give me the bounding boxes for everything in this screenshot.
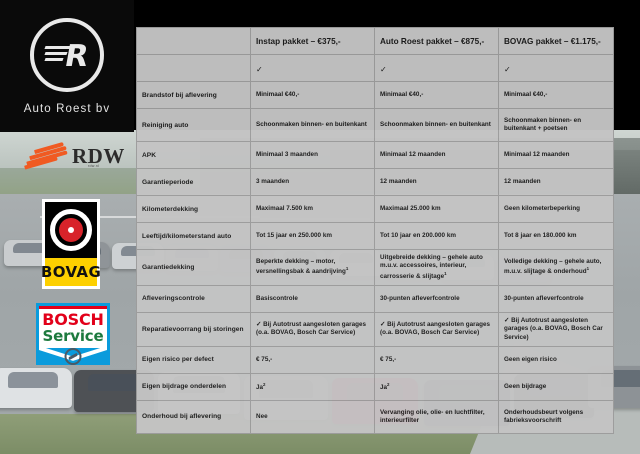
row-value-col2: Maximaal 25.000 km (374, 195, 499, 223)
table-row: APK Minimaal 3 maanden Minimaal 12 maanden… (136, 141, 614, 169)
row-value-col3: Tot 8 jaar en 180.000 km (498, 222, 614, 250)
row-value-col2: 12 maanden (374, 168, 499, 196)
row-label: Afleveringscontrole (136, 284, 251, 313)
row-label: Garantieperiode (136, 168, 251, 196)
row-value-col3: ✓ Bij Autotrust aangesloten garages (o.a… (498, 311, 614, 347)
row-value-col1: ✓ (250, 54, 375, 82)
row-value-col3: ✓ (498, 54, 614, 82)
row-value-col1: 3 maanden (250, 168, 375, 196)
bovag-logo: BOVAG (41, 199, 101, 289)
row-label: Leeftijd/kilometerstand auto (136, 222, 251, 250)
header-cell-instap: Instap pakket – €375,- (250, 27, 375, 55)
brand-name: Auto Roest bv (23, 102, 111, 115)
row-value-col1: Beperkte dekking – motor, versnellingsba… (250, 249, 375, 286)
row-value-col2: Uitgebreide dekking – gehele auto m.u.v.… (374, 249, 499, 286)
row-value-col1: Tot 15 jaar en 250.000 km (250, 222, 375, 250)
row-label (136, 54, 251, 82)
header-row: Instap pakket – €375,- Auto Roest pakket… (136, 27, 614, 55)
table-row: Eigen risico per defect € 75,- € 75,- Geen … (136, 345, 614, 374)
footnote-marker: 1 (345, 266, 349, 272)
row-label: Brandstof bij aflevering (136, 81, 251, 109)
package-comparison-table: Instap pakket – €375,- Auto Roest pakket… (136, 27, 614, 434)
footnote-marker: 1 (586, 266, 590, 272)
bosch-service-logo: BOSCH Service (36, 303, 110, 365)
row-value-col3: Geen eigen risico (498, 345, 614, 374)
table-row: Brandstof bij aflevering Minimaal €40,- Mi… (136, 81, 614, 109)
table-row: Reiniging auto Schoonmaken binnen- en bui… (136, 108, 614, 142)
row-value-col1: € 75,- (250, 345, 375, 374)
row-value-col1: Minimaal €40,- (250, 81, 375, 109)
table-header: Instap pakket – €375,- Auto Roest pakket… (136, 27, 614, 55)
row-value-col1: Minimaal 3 maanden (250, 141, 375, 169)
row-value-col1: Ja2 (250, 372, 375, 401)
table-row: Leeftijd/kilometerstand auto Tot 15 jaar … (136, 222, 614, 250)
footnote-marker: 1 (444, 270, 447, 276)
table-row: Eigen bijdrage onderdelen Ja2 Ja2 Geen bijd… (136, 372, 614, 401)
rdw-feather-icon (24, 141, 68, 170)
footnote-marker: 2 (387, 381, 390, 387)
row-value-col3: 30-punten afleverfcontrole (498, 284, 614, 313)
row-value-col3: Schoonmaken binnen- en buitenkant + poet… (498, 108, 614, 142)
header-cell-bovag: BOVAG pakket – €1.175,- (498, 27, 614, 55)
bosch-wordmark: BOSCH (42, 310, 104, 329)
row-value-col2: Schoonmaken binnen- en buitenkant (374, 108, 499, 142)
row-value-col2: Minimaal €40,- (374, 81, 499, 109)
row-value-col2: € 75,- (374, 345, 499, 374)
auto-roest-logo-icon: R (30, 17, 104, 92)
header-cell-autoroest: Auto Roest pakket – €875,- (374, 27, 499, 55)
table-row: Onderhoud bij aflevering Nee Vervanging ol… (136, 399, 614, 434)
row-label: Reparatievoorrang bij storingen (136, 311, 251, 347)
check-icon: ✓ (380, 65, 387, 74)
row-value-col3: Geen kilometerbeperking (498, 195, 614, 223)
row-value-col2: Minimaal 12 maanden (374, 141, 499, 169)
package-comparison-table-wrapper: Instap pakket – €375,- Auto Roest pakket… (136, 27, 614, 434)
table-row: Garantiedekking Beperkte dekking – motor,… (136, 249, 614, 286)
row-value-col2: 30-punten afleverfcontrole (374, 284, 499, 313)
row-value-col3: Minimaal 12 maanden (498, 141, 614, 169)
row-value-col2: ✓ Bij Autotrust aangesloten garages (o.a… (374, 311, 499, 347)
row-label: Garantiedekking (136, 249, 251, 286)
bosch-service-word: Service (42, 327, 104, 345)
table-row: Afleveringscontrole Basiscontrole 30-punte… (136, 284, 614, 313)
header-cell-blank (136, 27, 251, 55)
table-row: Reparatievoorrang bij storingen ✓ Bij Aut… (136, 311, 614, 347)
check-icon: ✓ (504, 65, 511, 74)
row-label: APK (136, 141, 251, 169)
row-label: Reiniging auto (136, 108, 251, 142)
rdw-subtext: rdw.nl (88, 164, 100, 168)
row-value-col3: Geen bijdrage (498, 372, 614, 401)
row-label: Eigen bijdrage onderdelen (136, 372, 251, 401)
row-value-col1: Basiscontrole (250, 284, 375, 313)
row-value-col3: Onderhoudsbeurt volgens fabrieksvoorschr… (498, 399, 614, 434)
check-icon: ✓ (256, 65, 263, 74)
row-value-col3: Volledige dekking – gehele auto, m.u.v. … (498, 249, 614, 286)
table-body: ✓ ✓ ✓ Brandstof bij aflevering Minimaal €40,… (136, 54, 614, 434)
row-label: Eigen risico per defect (136, 345, 251, 374)
bovag-wordmark: BOVAG (40, 263, 102, 281)
bosch-emblem-icon (64, 348, 82, 365)
row-value-col2: Tot 10 jaar en 200.000 km (374, 222, 499, 250)
row-value-col1: Maximaal 7.500 km (250, 195, 375, 223)
logo-letter: R (61, 38, 92, 74)
table-row: ✓ ✓ ✓ (136, 54, 614, 82)
bovag-band: BOVAG (41, 258, 101, 286)
row-value-col3: 12 maanden (498, 168, 614, 196)
row-value-col3: Minimaal €40,- (498, 81, 614, 109)
footnote-marker: 2 (263, 381, 266, 387)
table-row: Kilometerdekking Maximaal 7.500 km Maximaa… (136, 195, 614, 223)
rdw-wordmark: RDW (72, 144, 125, 168)
row-label: Onderhoud bij aflevering (136, 399, 251, 434)
row-value-col1: ✓ Bij Autotrust aangesloten garages (o.a… (250, 311, 375, 347)
row-value-col2: ✓ (374, 54, 499, 82)
row-value-col2: Vervanging olie, olie- en luchtfilter, i… (374, 399, 499, 434)
table-row: Garantieperiode 3 maanden 12 maanden 12 maa… (136, 168, 614, 196)
row-value-col1: Schoonmaken binnen- en buitenkant (250, 108, 375, 142)
row-value-col2: Ja2 (374, 372, 499, 401)
brand-logo-panel: R Auto Roest bv (0, 0, 134, 132)
row-value-col1: Nee (250, 399, 375, 434)
bovag-emblem-icon (45, 202, 97, 259)
row-label: Kilometerdekking (136, 195, 251, 223)
rdw-logo: RDW rdw.nl (24, 141, 134, 174)
